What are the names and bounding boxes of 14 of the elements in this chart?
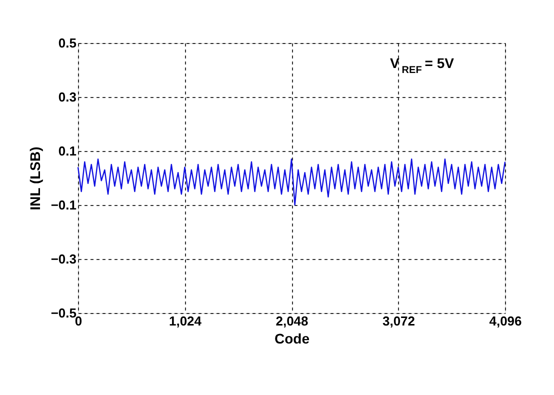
x-tick-label: 4,096 <box>489 314 522 328</box>
x-tick-label: 1,024 <box>168 314 202 328</box>
y-tick-label: −0.5 <box>50 306 76 320</box>
y-tick-label: 0.5 <box>58 36 76 50</box>
x-tick-label: 0 <box>74 314 82 328</box>
x-axis-title: Code <box>274 330 310 346</box>
y-tick-label: −0.3 <box>50 252 76 266</box>
y-tick-label: 0.1 <box>58 144 76 158</box>
y-axis-title: INL (LSB) <box>26 146 43 210</box>
y-tick-label: −0.1 <box>50 198 76 212</box>
x-tick-label: 2,048 <box>276 314 308 328</box>
x-tick-label: 3,072 <box>382 314 416 328</box>
y-tick-label: 0.3 <box>58 90 76 104</box>
line-series <box>77 158 506 206</box>
